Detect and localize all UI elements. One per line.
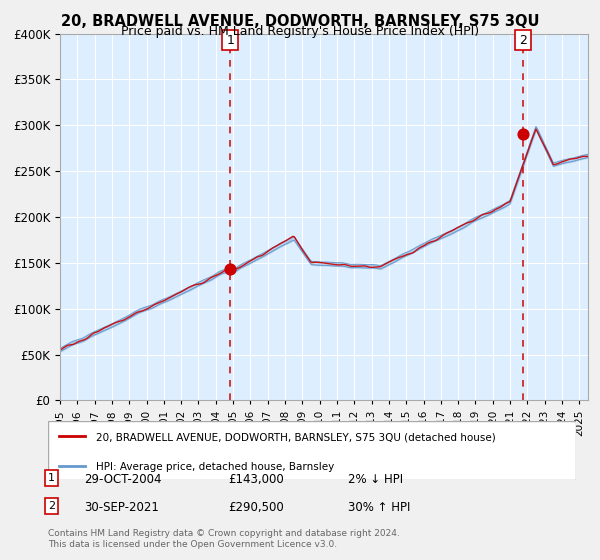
- Text: Price paid vs. HM Land Registry's House Price Index (HPI): Price paid vs. HM Land Registry's House …: [121, 25, 479, 38]
- Text: 29-OCT-2004: 29-OCT-2004: [84, 473, 161, 486]
- Text: 1: 1: [48, 473, 55, 483]
- Text: Contains HM Land Registry data © Crown copyright and database right 2024.
This d: Contains HM Land Registry data © Crown c…: [48, 529, 400, 549]
- Text: 1: 1: [226, 34, 234, 46]
- Text: HPI: Average price, detached house, Barnsley: HPI: Average price, detached house, Barn…: [95, 462, 334, 472]
- Text: 20, BRADWELL AVENUE, DODWORTH, BARNSLEY, S75 3QU (detached house): 20, BRADWELL AVENUE, DODWORTH, BARNSLEY,…: [95, 433, 495, 443]
- Point: [518, 129, 528, 138]
- Text: 20, BRADWELL AVENUE, DODWORTH, BARNSLEY, S75 3QU: 20, BRADWELL AVENUE, DODWORTH, BARNSLEY,…: [61, 14, 539, 29]
- Text: 2: 2: [519, 34, 527, 46]
- FancyBboxPatch shape: [48, 422, 576, 480]
- Text: 30% ↑ HPI: 30% ↑ HPI: [348, 501, 410, 514]
- Point: [226, 265, 235, 274]
- Text: 30-SEP-2021: 30-SEP-2021: [84, 501, 159, 514]
- Text: £143,000: £143,000: [228, 473, 284, 486]
- Text: 2: 2: [48, 501, 55, 511]
- Text: £290,500: £290,500: [228, 501, 284, 514]
- Text: 2% ↓ HPI: 2% ↓ HPI: [348, 473, 403, 486]
